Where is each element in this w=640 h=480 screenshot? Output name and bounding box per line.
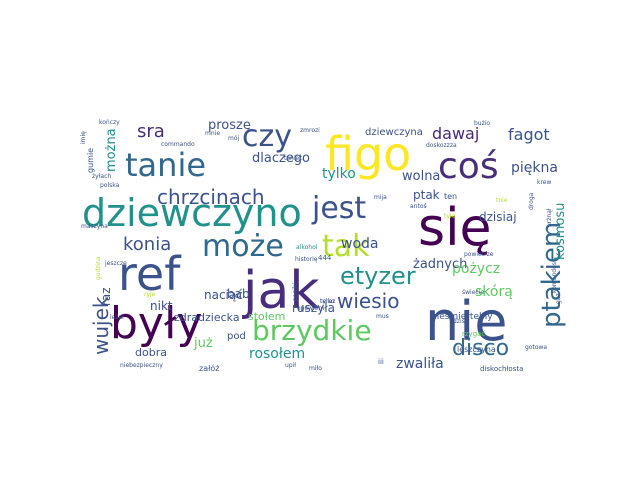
word-60: taniec bbox=[284, 155, 303, 162]
word-19: sra bbox=[137, 121, 165, 142]
word-77: leżał bbox=[110, 314, 124, 321]
word-11: jest bbox=[311, 191, 366, 226]
word-12: tak bbox=[322, 229, 370, 264]
word-62: imię bbox=[80, 131, 87, 144]
word-49: dziewczyna bbox=[365, 127, 423, 138]
word-85: dziś bbox=[453, 318, 465, 325]
word-28: pożycz bbox=[452, 261, 500, 277]
word-57: zmrozi bbox=[300, 127, 320, 134]
word-30: kosmosu bbox=[553, 203, 568, 260]
word-41: nikt bbox=[150, 299, 173, 313]
word-86: urżnął bbox=[546, 208, 553, 227]
word-56: mój bbox=[228, 135, 240, 142]
word-92: ryje bbox=[144, 291, 156, 298]
word-0: nie bbox=[425, 290, 507, 353]
word-23: fagot bbox=[508, 125, 550, 144]
word-64: polska bbox=[100, 182, 120, 189]
word-89: ten bbox=[444, 192, 457, 201]
word-82: upił bbox=[285, 362, 296, 369]
word-69: jeszcze bbox=[104, 260, 127, 267]
word-95: gaz bbox=[555, 293, 562, 304]
word-68: maszyna bbox=[81, 223, 108, 230]
word-65: mija bbox=[374, 194, 387, 201]
word-14: brzydkie bbox=[252, 314, 372, 347]
word-5: dziewczyno bbox=[82, 191, 302, 235]
word-39: naciąć bbox=[204, 288, 243, 302]
word-61: doskozzza bbox=[426, 142, 457, 149]
word-25: dlaczego bbox=[252, 151, 310, 166]
word-90: tnie bbox=[496, 197, 508, 204]
word-16: wujek bbox=[89, 296, 113, 355]
word-93: mus bbox=[376, 313, 389, 320]
word-46: stołem bbox=[248, 310, 285, 323]
word-67: krew bbox=[537, 179, 552, 186]
word-26: tylko bbox=[322, 166, 356, 182]
word-17: chrzcinach bbox=[157, 185, 265, 209]
word-6: figo bbox=[325, 127, 411, 181]
word-9: może bbox=[202, 229, 284, 264]
word-36: zwaliła bbox=[396, 356, 444, 372]
word-40: raz bbox=[99, 287, 113, 306]
word-35: skórą bbox=[475, 284, 513, 300]
word-18: konia bbox=[123, 234, 171, 255]
word-32: wolna bbox=[402, 169, 440, 184]
word-78: gotowa bbox=[525, 344, 547, 351]
word-79: rzygać bbox=[462, 330, 485, 338]
word-96: teraz bbox=[320, 298, 335, 305]
word-50: nieśmiertelny bbox=[431, 311, 493, 322]
word-91: tyle bbox=[444, 213, 456, 220]
word-48: pod bbox=[227, 331, 246, 342]
word-55: mnie bbox=[205, 130, 220, 137]
word-87: droga bbox=[528, 192, 535, 210]
word-31: dzisiaj bbox=[479, 210, 517, 224]
word-97: tylko bbox=[320, 298, 335, 305]
word-3: były bbox=[110, 298, 203, 349]
word-43: już bbox=[193, 336, 213, 351]
word-73: godzina bbox=[95, 256, 102, 280]
word-44: można bbox=[104, 128, 119, 172]
word-45: dobra bbox=[135, 346, 167, 359]
word-70: alkohol bbox=[296, 244, 318, 251]
word-2: jak bbox=[242, 261, 319, 321]
word-24: proszę bbox=[208, 118, 251, 133]
word-71: powietrze bbox=[464, 251, 494, 258]
word-8: tanie bbox=[125, 146, 206, 184]
word-88: 444 bbox=[318, 254, 332, 262]
word-47: zdradziecka bbox=[174, 311, 240, 324]
word-59: commando bbox=[161, 141, 195, 148]
word-4: ref bbox=[118, 247, 182, 301]
word-10: czy bbox=[242, 119, 292, 154]
word-76: komandos bbox=[551, 262, 558, 293]
word-66: antoś bbox=[410, 203, 427, 210]
word-22: dawaj bbox=[432, 124, 479, 143]
word-37: rosołem bbox=[249, 346, 305, 362]
word-54: kończy bbox=[99, 119, 120, 126]
word-94: paniki bbox=[292, 283, 299, 301]
word-51: leszczyna bbox=[457, 345, 496, 354]
word-75: świecie bbox=[462, 289, 484, 296]
word-72: historię bbox=[295, 256, 318, 263]
word-27: woda bbox=[341, 236, 378, 252]
word-20: wiesio bbox=[337, 289, 399, 313]
word-83: miło bbox=[309, 365, 322, 372]
word-1: się bbox=[418, 198, 492, 258]
word-29: piękna bbox=[511, 160, 558, 176]
word-58: bużio bbox=[474, 120, 490, 127]
word-53: gumie bbox=[86, 148, 95, 173]
word-7: coś bbox=[438, 146, 499, 187]
word-34: żadnych bbox=[413, 257, 467, 272]
word-84: iii bbox=[378, 358, 384, 366]
word-74: opowiem bbox=[297, 305, 324, 312]
word-80: niebezpieczny bbox=[120, 362, 163, 369]
word-38: ruszyła bbox=[292, 301, 335, 315]
word-33: ptak bbox=[413, 188, 440, 202]
word-63: żyłach bbox=[92, 173, 111, 180]
word-15: ptakiem bbox=[537, 222, 567, 328]
word-81: załóż bbox=[199, 363, 219, 373]
word-21: disco bbox=[452, 336, 509, 361]
word-42: bab bbox=[227, 287, 250, 301]
word-13: etyzer bbox=[340, 262, 416, 290]
word-52: diskochłosta bbox=[480, 365, 523, 373]
